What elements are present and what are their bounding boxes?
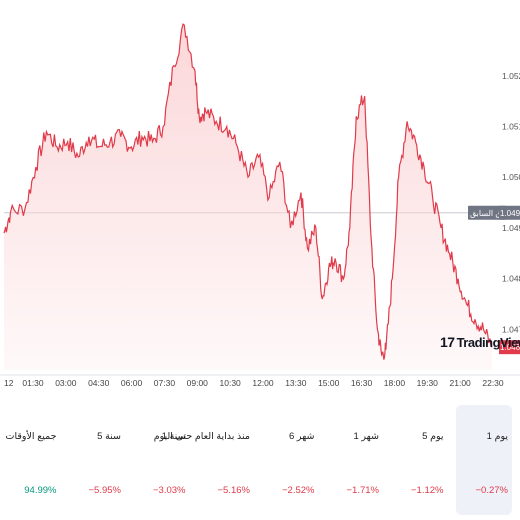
x-tick-label: 15:00 [318, 378, 340, 388]
x-tick-label: 21:00 [450, 378, 472, 388]
x-tick-label: 19:30 [417, 378, 439, 388]
period-label: 5 سنة [97, 431, 121, 442]
period-tab[interactable]: منذ بداية العام حتى اليوم −5.16% [154, 405, 254, 515]
x-tick-label: 12:00 [252, 378, 274, 388]
price-line [3, 23, 493, 360]
x-tick-label: 03:00 [55, 378, 77, 388]
x-tick-label: 09:00 [187, 378, 209, 388]
period-change-value: −5.16% [217, 485, 251, 496]
x-tick-label: 12 [4, 378, 14, 388]
y-tick-label: 1.05200 [502, 71, 520, 81]
period-change-value: −1.12% [411, 485, 444, 496]
x-tick-label: 22:30 [482, 378, 504, 388]
x-tick-label: 04:30 [88, 378, 110, 388]
period-label: 1 يوم [486, 431, 508, 442]
period-label: 6 شهر [288, 431, 315, 442]
period-tab[interactable]: 1 يوم −0.27% [456, 405, 512, 515]
y-tick-label: 1.04900 [502, 223, 520, 233]
y-tick-label: 1.05100 [502, 122, 520, 132]
period-tab[interactable]: جميع الأوقات 94.99% [1, 405, 61, 515]
period-label: جميع الأوقات [5, 431, 57, 442]
y-tick-label: 1.04700 [502, 324, 520, 334]
tradingview-logo-icon: 17 [440, 334, 455, 350]
period-label: 1 شهر [353, 431, 379, 442]
x-tick-label: 16:30 [351, 378, 373, 388]
x-tick-label: 13:30 [285, 378, 307, 388]
period-tab[interactable]: 5 سنة −5.95% [65, 405, 125, 515]
period-tab[interactable]: 1 سنة −3.03% [130, 405, 190, 515]
previous-close-value: 1.04930 [500, 209, 520, 218]
period-label: 5 يوم [422, 431, 444, 442]
period-tab[interactable]: 1 شهر −1.71% [323, 405, 383, 515]
period-tab[interactable]: 6 شهر −2.52% [259, 405, 319, 515]
performance-periods: 1 يوم −0.27% 5 يوم −1.12% 1 شهر −1.71% 6 شهر −2… [0, 405, 520, 515]
last-price-bg [499, 340, 520, 355]
period-label: منذ بداية العام حتى اليوم [153, 431, 250, 442]
x-tick-label: 18:00 [384, 378, 406, 388]
tradingview-logo: 17 TradingView [440, 334, 520, 350]
x-tick-label: 10:30 [220, 378, 242, 388]
price-chart[interactable]: 1.05200 1.05100 1.05000 1.04900 1.04800 1.047… [0, 0, 520, 395]
period-change-value: −0.27% [475, 485, 509, 496]
period-tab[interactable]: 5 يوم −1.12% [388, 405, 448, 515]
last-price-value: 1.04665 [500, 343, 520, 352]
x-tick-label: 01:30 [22, 378, 44, 388]
previous-close-label-bg [468, 205, 506, 220]
chart-svg: 1.05200 1.05100 1.05000 1.04900 1.04800 1.047… [0, 23, 520, 388]
y-tick-label: 1.05000 [502, 172, 520, 182]
previous-close-value-bg [499, 205, 520, 220]
period-change-value: 94.99% [24, 485, 57, 496]
period-label: 1 سنة [161, 431, 186, 442]
previous-close-label: الإغلاق السابق [470, 209, 517, 218]
period-change-value: −1.71% [346, 485, 380, 496]
tradingview-logo-text: TradingView [456, 334, 520, 350]
period-change-value: −2.52% [282, 485, 315, 496]
period-change-value: −5.95% [88, 485, 122, 496]
x-tick-label: 06:00 [121, 378, 143, 388]
period-change-value: −3.03% [153, 485, 186, 496]
y-tick-label: 1.04800 [502, 274, 520, 284]
x-tick-label: 07:30 [154, 378, 176, 388]
price-area-fill [4, 24, 492, 370]
